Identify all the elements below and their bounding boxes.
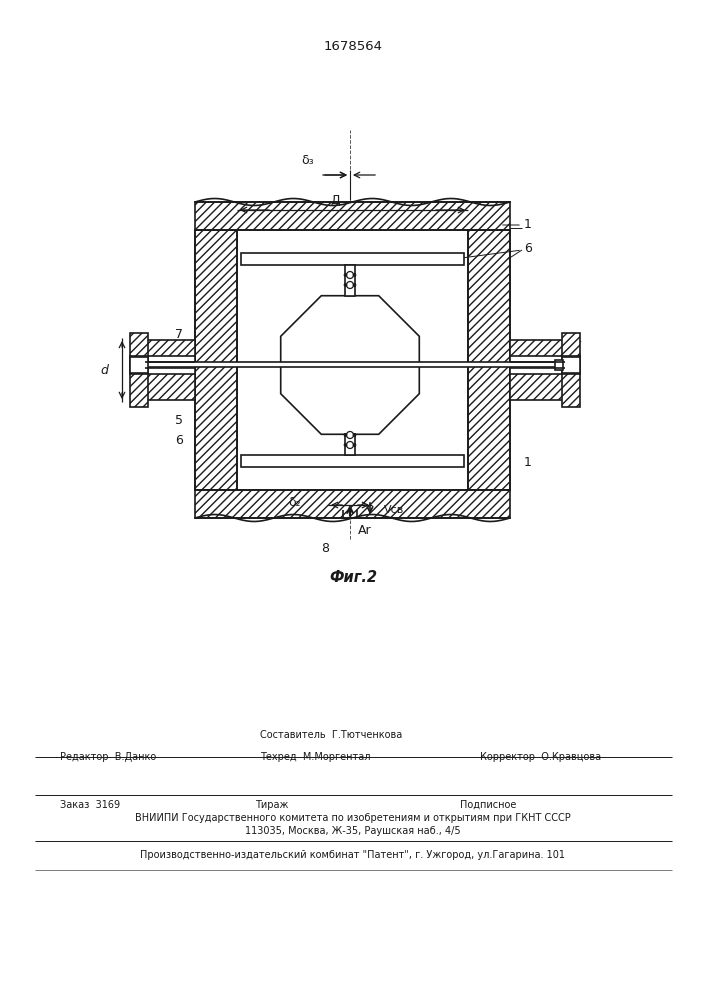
Polygon shape <box>510 340 565 400</box>
Polygon shape <box>195 230 237 490</box>
Text: 5: 5 <box>175 414 183 426</box>
Bar <box>130 362 560 367</box>
Circle shape <box>353 273 356 276</box>
Text: Техред  М.Моргентал: Техред М.Моргентал <box>260 752 370 762</box>
Text: Заказ  3169: Заказ 3169 <box>60 800 120 810</box>
Circle shape <box>346 282 354 288</box>
Text: 1: 1 <box>524 456 532 468</box>
Bar <box>237 230 468 490</box>
Text: Производственно-издательский комбинат "Патент", г. Ужгород, ул.Гагарина. 101: Производственно-издательский комбинат "П… <box>141 850 566 860</box>
Text: 7: 7 <box>175 328 183 340</box>
Text: 2: 2 <box>573 369 581 382</box>
Text: δ₂: δ₂ <box>288 495 301 508</box>
Text: 4: 4 <box>573 334 581 347</box>
Polygon shape <box>145 340 195 400</box>
Circle shape <box>346 271 354 278</box>
Bar <box>555 360 563 370</box>
Text: 3: 3 <box>573 352 581 364</box>
Text: 8: 8 <box>321 542 329 554</box>
Bar <box>241 455 464 467</box>
Circle shape <box>353 284 356 286</box>
Bar <box>510 356 565 374</box>
Circle shape <box>353 444 356 446</box>
Text: 1678564: 1678564 <box>324 40 382 53</box>
Bar <box>345 265 355 296</box>
Text: d: d <box>100 363 108 376</box>
Polygon shape <box>468 230 510 490</box>
Bar <box>130 356 148 374</box>
Circle shape <box>344 444 347 446</box>
Text: 113035, Москва, Ж-35, Раушская наб., 4/5: 113035, Москва, Ж-35, Раушская наб., 4/5 <box>245 826 461 836</box>
Bar <box>145 356 195 374</box>
Text: 6: 6 <box>175 434 183 446</box>
Polygon shape <box>562 333 580 407</box>
Polygon shape <box>281 296 419 434</box>
Text: ВНИИПИ Государственного комитета по изобретениям и открытиям при ГКНТ СССР: ВНИИПИ Государственного комитета по изоб… <box>135 813 571 823</box>
Text: Составитель  Г.Тютченкова: Составитель Г.Тютченкова <box>260 730 402 740</box>
Text: Редактор  В.Данко: Редактор В.Данко <box>60 752 156 762</box>
Circle shape <box>344 273 347 276</box>
Polygon shape <box>195 202 510 230</box>
Text: 6: 6 <box>524 241 532 254</box>
Bar <box>345 434 355 455</box>
Text: Корректор  О.Кравцова: Корректор О.Кравцова <box>480 752 601 762</box>
Circle shape <box>344 284 347 286</box>
Text: Подписное: Подписное <box>460 800 516 810</box>
Circle shape <box>346 442 354 448</box>
Text: Фиг.2: Фиг.2 <box>329 570 377 585</box>
Text: Д: Д <box>330 194 340 207</box>
Polygon shape <box>130 333 148 407</box>
Polygon shape <box>195 490 510 518</box>
Circle shape <box>346 432 354 438</box>
Circle shape <box>344 434 347 436</box>
Text: Ar: Ar <box>358 524 372 536</box>
Text: δ₃: δ₃ <box>302 153 315 166</box>
Bar <box>241 253 464 265</box>
Text: Vсв: Vсв <box>384 505 404 515</box>
Text: Тираж: Тираж <box>255 800 288 810</box>
Circle shape <box>353 434 356 436</box>
Bar <box>562 356 580 374</box>
Text: 1: 1 <box>524 219 532 232</box>
